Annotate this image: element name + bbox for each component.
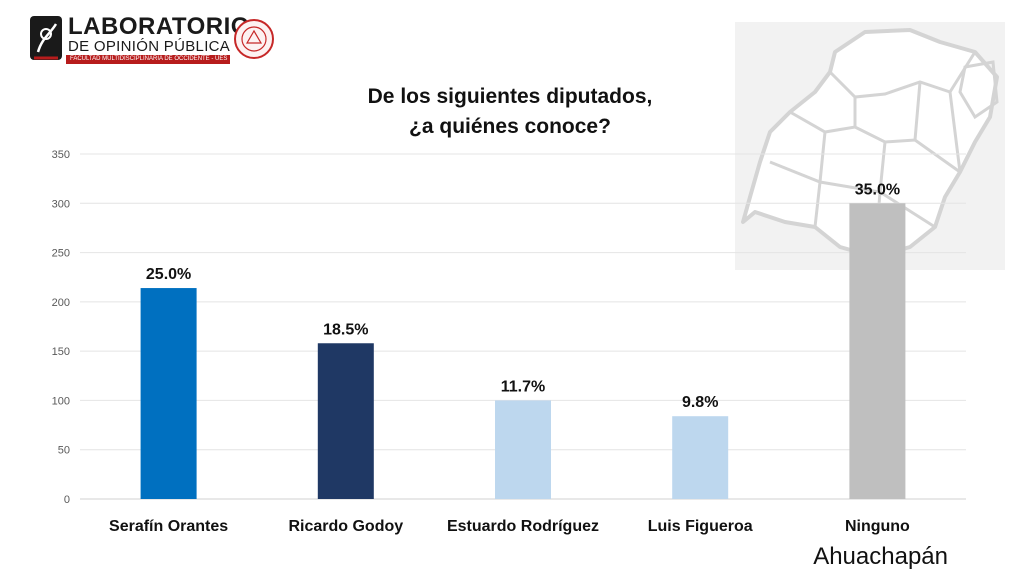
category-label: Serafín Orantes [109, 518, 228, 535]
y-tick-label: 300 [52, 198, 70, 210]
y-tick-label: 150 [52, 346, 70, 358]
category-label: Ninguno [845, 518, 910, 535]
data-label: 18.5% [323, 321, 368, 338]
category-label: Luis Figueroa [648, 518, 753, 535]
y-tick-label: 50 [58, 445, 70, 457]
logo-title: LABORATORIO [68, 13, 250, 40]
bar [140, 288, 197, 499]
university-seal-icon [234, 19, 274, 59]
chart-title-line-2: ¿a quiénes conoce? [409, 115, 611, 138]
chart-title-line-1: De los siguientes diputados, [367, 85, 653, 108]
bar [495, 400, 551, 499]
chart-title: De los siguientes diputados, ¿a quiénes … [300, 82, 720, 142]
data-label: 25.0% [146, 266, 191, 283]
logo-subtitle: DE OPINIÓN PÚBLICA [68, 38, 231, 55]
bar [849, 203, 906, 500]
category-label: Ricardo Godoy [288, 518, 403, 535]
logo-band: FACULTAD MULTIDISCIPLINARIA DE OCCIDENTE… [66, 55, 230, 64]
lab-logo: LABORATORIO DE OPINIÓN PÚBLICA FACULTAD … [28, 14, 278, 66]
y-tick-label: 250 [52, 248, 70, 260]
y-tick-label: 100 [52, 395, 70, 407]
data-label: 35.0% [855, 181, 900, 198]
region-label: Ahuachapán [813, 543, 948, 570]
data-label: 9.8% [682, 394, 718, 411]
bar [317, 343, 374, 499]
y-tick-label: 0 [64, 494, 70, 506]
logo-emblem-icon [30, 16, 62, 60]
category-label: Estuardo Rodríguez [447, 518, 599, 535]
bar [672, 416, 729, 499]
data-label: 11.7% [501, 378, 545, 395]
y-tick-label: 350 [52, 149, 70, 161]
y-tick-label: 200 [52, 297, 70, 309]
